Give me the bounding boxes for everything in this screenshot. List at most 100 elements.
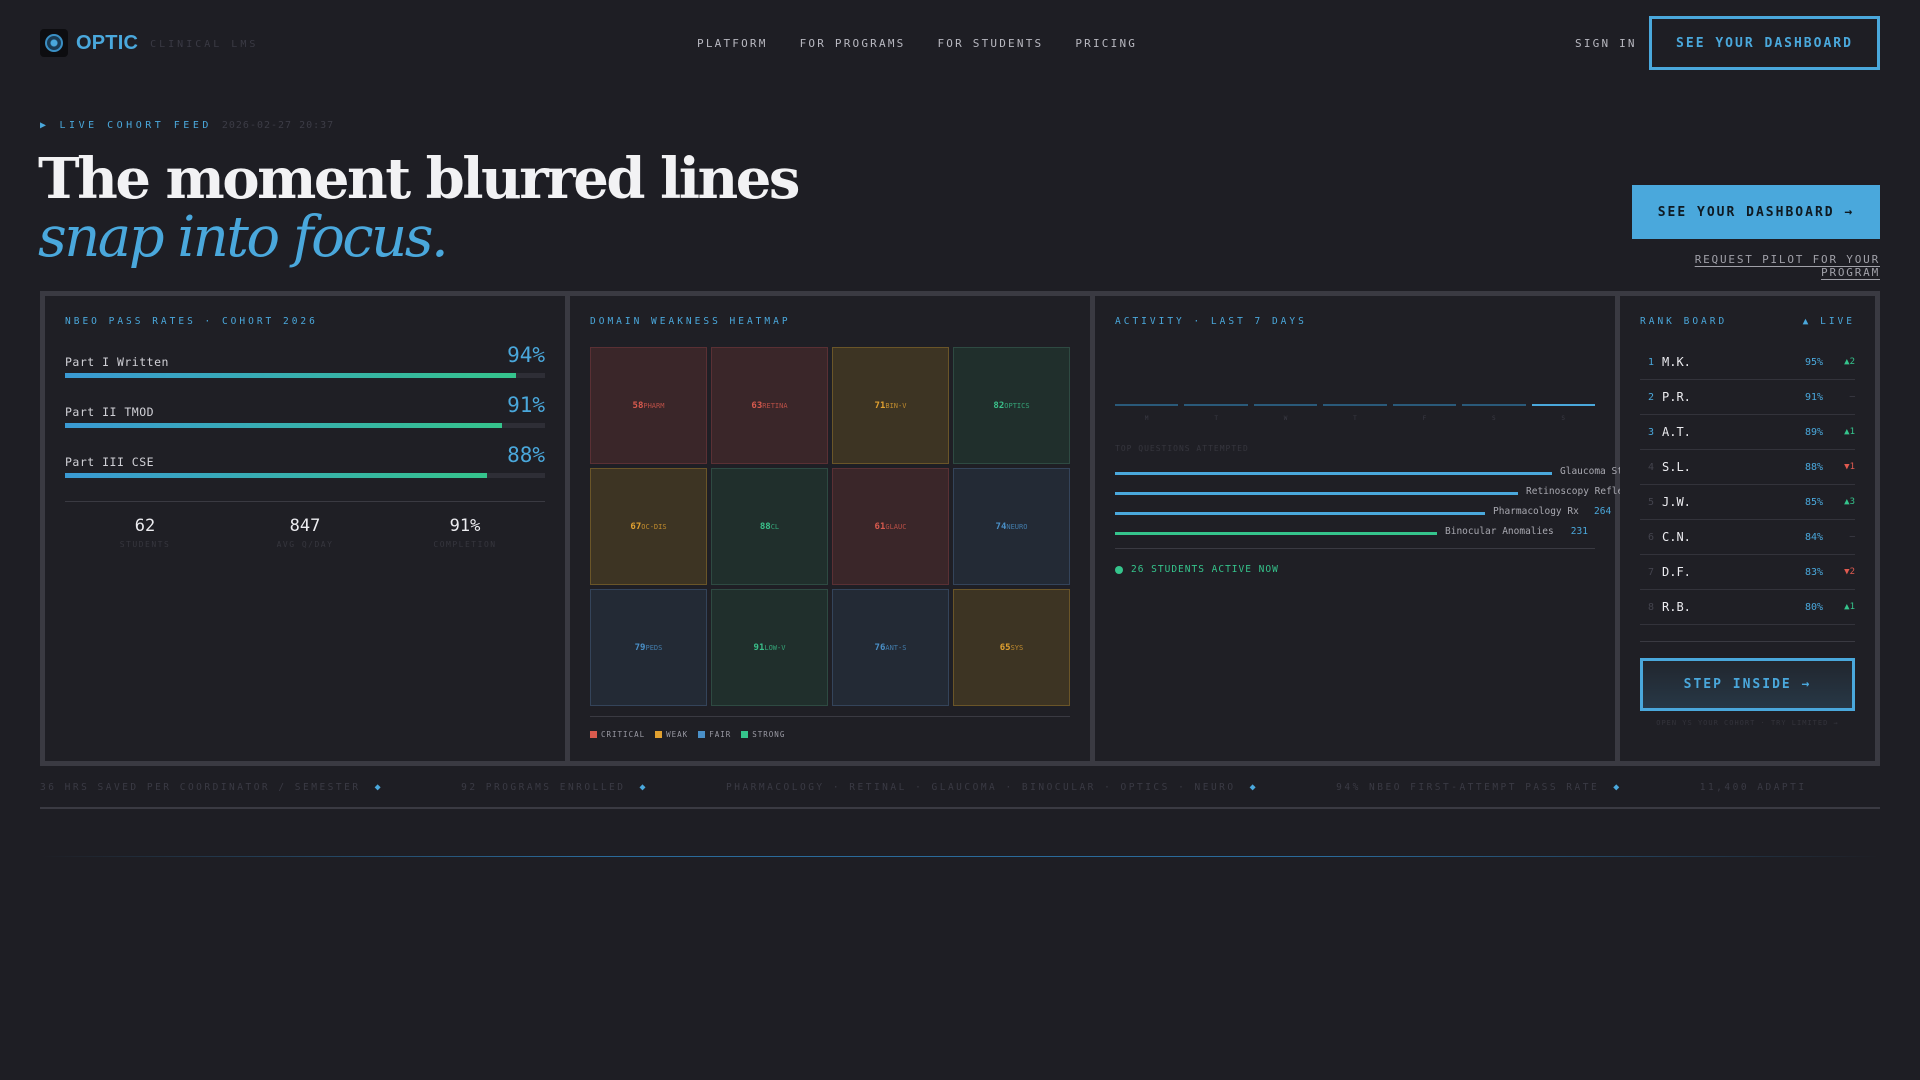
rank-change: ▲1 [1844, 427, 1855, 437]
pass-rate-row: Part II TMOD 91% [65, 393, 545, 433]
rank-number: 5 [1647, 496, 1654, 508]
legend-swatch [741, 731, 749, 738]
nav-platform[interactable]: PLATFORM [697, 37, 768, 50]
ticker-item: 36 HRS SAVED PER COORDINATOR / SEMESTER [40, 782, 361, 793]
rank-change: ▲3 [1844, 497, 1855, 507]
rank-number: 7 [1647, 566, 1654, 578]
student-score: 80% [1804, 601, 1823, 613]
stat-label: AVG Q/DAY [276, 540, 334, 549]
heatmap-cell[interactable]: 82 OPTICS [953, 347, 1070, 464]
cell-score: 82 [993, 400, 1005, 411]
legend-item: FAIR [698, 730, 731, 739]
heatmap-cell[interactable]: 65 SYS [953, 589, 1070, 706]
sign-in-link[interactable]: SIGN IN [1575, 37, 1637, 50]
cell-domain: SYS [1010, 643, 1024, 652]
day-label: S [1492, 415, 1496, 422]
legend-swatch [590, 731, 597, 738]
rank-change: ▲1 [1844, 602, 1855, 612]
heatmap-grid: 58 PHARM 63 RETINA 71 BIN-V 82 OPTICS 67 OC-DIS 88… [590, 347, 1070, 706]
rank-row[interactable]: 8 R.B. 80% ▲1 [1640, 590, 1855, 625]
legend-label: CRITICAL [601, 730, 646, 739]
stat-label: STUDENTS [119, 540, 171, 549]
rank-row[interactable]: 7 D.F. 83% ▼2 [1640, 555, 1855, 590]
ticker-item: PHARMACOLOGY · RETINAL · GLAUCOMA · BINO… [726, 782, 1236, 793]
student-initials: J.W. [1662, 495, 1691, 509]
heatmap-cell[interactable]: 79 PEDS [590, 589, 707, 706]
activity-bars [1115, 366, 1595, 406]
cell-score: 58 [632, 400, 644, 411]
legend-swatch [655, 731, 663, 738]
status-dot-icon [1115, 565, 1123, 574]
header-dashboard-button[interactable]: SEE YOUR DASHBOARD [1649, 16, 1880, 70]
diamond-icon: ◆ [1249, 782, 1259, 793]
live-badge: ▲ LIVE [1802, 316, 1855, 327]
rank-row[interactable]: 4 S.L. 88% ▼1 [1640, 450, 1855, 485]
student-score: 88% [1804, 461, 1823, 473]
activity-subtitle: TOP QUESTIONS ATTEMPTED [1115, 444, 1249, 453]
topic-count: 231 [1570, 526, 1588, 537]
cell-domain: NEURO [1006, 522, 1028, 531]
cell-domain: BIN-V [885, 401, 907, 410]
nav-for-students[interactable]: FOR STUDENTS [937, 37, 1044, 50]
activity-bar [1184, 404, 1248, 406]
activity-bar [1392, 404, 1457, 406]
heatmap-cell[interactable]: 61 GLAUC [832, 468, 949, 585]
step-inside-button[interactable]: STEP INSIDE → [1640, 658, 1855, 711]
rank-number: 2 [1647, 391, 1654, 403]
rank-row[interactable]: 2 P.R. 91% — [1640, 380, 1855, 415]
heatmap-cell[interactable]: 88 CL [711, 468, 828, 585]
topic-name: Retinoscopy Refle [1526, 486, 1624, 497]
cell-score: 79 [634, 642, 646, 653]
eye-logo-icon [40, 29, 68, 57]
topic-row: Retinoscopy Refle [1115, 486, 1635, 500]
pass-rate-fill [65, 423, 502, 428]
ticker-item: 94% NBEO FIRST-ATTEMPT PASS RATE [1336, 782, 1600, 793]
stat-label: COMPLETION [433, 540, 497, 549]
nav-pricing[interactable]: PRICING [1075, 37, 1138, 50]
heatmap-cell[interactable]: 76 ANT-S [832, 589, 949, 706]
cell-domain: OC-DIS [641, 522, 667, 531]
diamond-icon: ◆ [1613, 782, 1622, 793]
panel-title: ACTIVITY · LAST 7 DAYS [1115, 316, 1307, 327]
diamond-icon: ◆ [639, 782, 649, 793]
cell-domain: OPTICS [1004, 401, 1030, 410]
request-pilot-link[interactable]: REQUEST PILOT FOR YOUR PROGRAM [1694, 253, 1880, 279]
heatmap-cell[interactable]: 63 RETINA [711, 347, 828, 464]
heatmap-cell[interactable]: 71 BIN-V [832, 347, 949, 464]
live-feed-label: LIVE COHORT FEED [59, 120, 212, 131]
student-initials: P.R. [1662, 390, 1691, 404]
activity-panel: ACTIVITY · LAST 7 DAYS M T W T F S S TOP… [1095, 296, 1623, 761]
heatmap-legend: CRITICAL WEAK FAIR STRONG [590, 730, 785, 739]
rank-row[interactable]: 6 C.N. 84% — [1640, 520, 1855, 555]
live-feed-indicator: ▶ LIVE COHORT FEED 2026-02-27 20:37 [40, 120, 334, 131]
legend-item: STRONG [741, 730, 785, 739]
heatmap-cell[interactable]: 58 PHARM [590, 347, 707, 464]
step-inside-caption: OPEN YS YOUR COHORT · TRY LIMITED → [1656, 719, 1839, 727]
logo[interactable]: OPTIC CLINICAL LMS [40, 29, 258, 57]
student-score: 95% [1804, 356, 1823, 368]
heatmap-cell[interactable]: 74 NEURO [953, 468, 1070, 585]
student-score: 89% [1804, 426, 1823, 438]
rank-change: ▼2 [1844, 567, 1855, 577]
rank-row[interactable]: 3 A.T. 89% ▲1 [1640, 415, 1855, 450]
hero-headline: The moment blurred lines [38, 146, 800, 212]
nav-for-programs[interactable]: FOR PROGRAMS [799, 37, 906, 50]
pass-rate-track [65, 473, 545, 478]
legend-label: WEAK [666, 730, 689, 739]
main-nav: PLATFORM FOR PROGRAMS FOR STUDENTS PRICI… [697, 37, 1137, 50]
heatmap-cell[interactable]: 67 OC-DIS [590, 468, 707, 585]
cell-score: 71 [874, 400, 886, 411]
rank-row[interactable]: 5 J.W. 85% ▲3 [1640, 485, 1855, 520]
topic-row: Pharmacology Rx 264 [1115, 506, 1635, 520]
stat-value: 62 [134, 516, 156, 536]
stat-value: 91% [449, 516, 481, 536]
activity-day-labels: M T W T F S S [1115, 415, 1595, 422]
divider [40, 807, 1880, 809]
student-score: 83% [1804, 566, 1823, 578]
cell-domain: GLAUC [885, 522, 907, 531]
heatmap-panel: DOMAIN WEAKNESS HEATMAP 58 PHARM 63 RETINA 7… [570, 296, 1090, 761]
divider [1640, 641, 1855, 642]
rank-row[interactable]: 1 M.K. 95% ▲2 [1640, 345, 1855, 380]
heatmap-cell[interactable]: 91 LOW-V [711, 589, 828, 706]
hero-dashboard-button[interactable]: SEE YOUR DASHBOARD → [1632, 185, 1880, 239]
